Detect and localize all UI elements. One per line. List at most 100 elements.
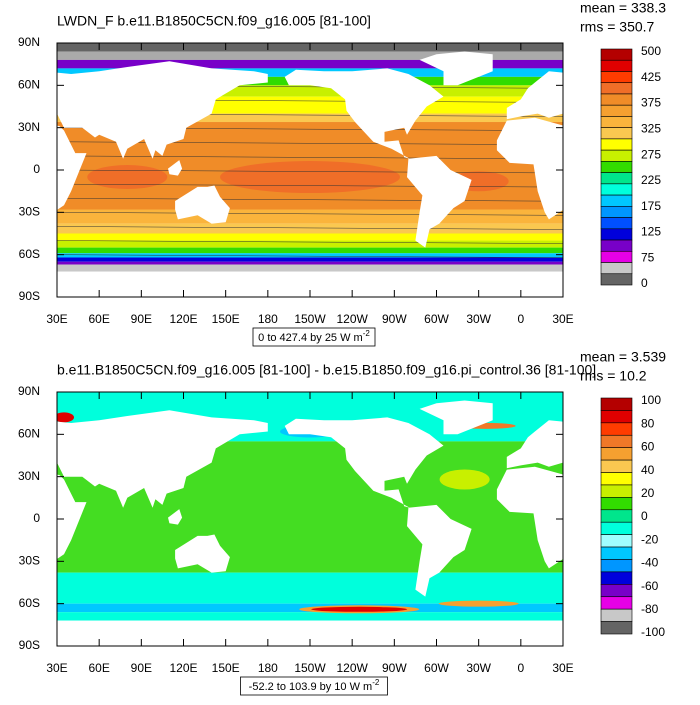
colorbar-box [600,584,633,598]
lon-label: 120W [336,312,368,326]
colorbar-box [600,217,633,230]
field-blob [438,600,519,607]
lon-label: 60W [424,312,449,326]
lat-label: 90N [18,384,40,398]
land [175,185,230,224]
land [674,160,688,176]
lon-label: 90W [382,661,407,675]
land [57,125,87,210]
land [496,117,563,220]
colorbar-label: 100 [641,393,661,407]
field-band [57,247,563,254]
land [496,466,563,569]
field-band [57,257,563,262]
colorbar-box [600,48,633,61]
colorbar-box [600,172,633,185]
field-blob [57,412,75,423]
info-box [240,676,388,696]
colorbar-box [600,434,633,448]
colorbar-box [600,59,633,72]
colorbar-box [600,206,633,218]
land [674,509,688,524]
colorbar-box [600,161,633,173]
land [407,504,472,597]
land [284,68,444,159]
lon-label: 30E [46,312,67,326]
land [506,420,563,469]
lon-label: 180 [258,661,278,675]
info-text: -52.2 to 103.9 by 10 W m [249,681,373,693]
colorbar-box [600,273,633,286]
colorbar-box [600,497,633,511]
colorbar-box [600,571,633,585]
field-band [57,261,563,265]
colorbar-box [600,127,633,140]
lat-label: 0 [33,511,40,525]
lon-label: 0 [517,661,524,675]
field-band [57,264,563,272]
colorbar-box [600,149,633,162]
land [419,51,493,86]
colorbar-box [600,447,633,461]
colorbar-label: -80 [641,602,659,616]
colorbar-box [600,82,633,95]
lat-label: 60N [18,427,40,441]
colorbar-label: 75 [641,250,655,264]
land [407,155,472,248]
panel-title: b.e11.B1850C5CN.f09_g16.005 [81-100] - b… [57,362,596,378]
colorbar-label: -100 [641,625,665,639]
field-band [57,240,563,248]
map [57,392,700,646]
field-blob [220,161,400,194]
lat-label: 30S [19,554,40,568]
colorbar-box [600,422,633,436]
land [168,509,183,525]
lon-label: 30E [46,661,67,675]
colorbar-box [600,262,633,275]
lat-label: 90N [18,35,40,49]
lon-label: 120E [169,661,197,675]
field-band [57,253,563,258]
colorbar-label: -40 [641,556,659,570]
colorbar-box [600,71,633,84]
lon-label: 60E [88,312,109,326]
contour [57,183,563,188]
colorbar-box [600,534,633,548]
land [175,534,230,573]
contour [57,169,563,174]
field-blob [311,606,408,612]
colorbar-label: -20 [641,532,659,546]
mean-stat: mean = 338.3 [580,0,666,16]
colorbar-box [600,228,633,241]
colorbar-label: 425 [641,70,661,84]
colorbar-box [600,546,633,560]
lon-label: 150W [294,312,326,326]
field-band [57,51,563,60]
land [681,535,700,573]
colorbar-box [600,410,633,424]
field-band [57,113,563,123]
lon-label: 60W [424,661,449,675]
rms-stat: rms = 10.2 [580,368,647,384]
lat-label: 30N [18,120,40,134]
colorbar-label: 0 [641,276,648,290]
contour [57,155,563,160]
colorbar-label: 0 [641,509,648,523]
land [419,400,493,435]
colorbar-label: 125 [641,225,661,239]
info-label: 0 to 427.4 by 25 W m-2 [258,329,370,344]
colorbar-box [600,183,633,196]
field-band [57,233,563,241]
colorbar-label: 500 [641,44,661,58]
lon-label: 30W [466,661,491,675]
contour [57,254,563,258]
colorbar-box [600,459,633,473]
lat-label: 60N [18,78,40,92]
colorbar-label: 225 [641,173,661,187]
lon-label: 30E [552,661,573,675]
lat-label: 90S [19,638,40,652]
colorbar-box [600,472,633,486]
lon-label: 90W [382,312,407,326]
map [57,43,688,297]
